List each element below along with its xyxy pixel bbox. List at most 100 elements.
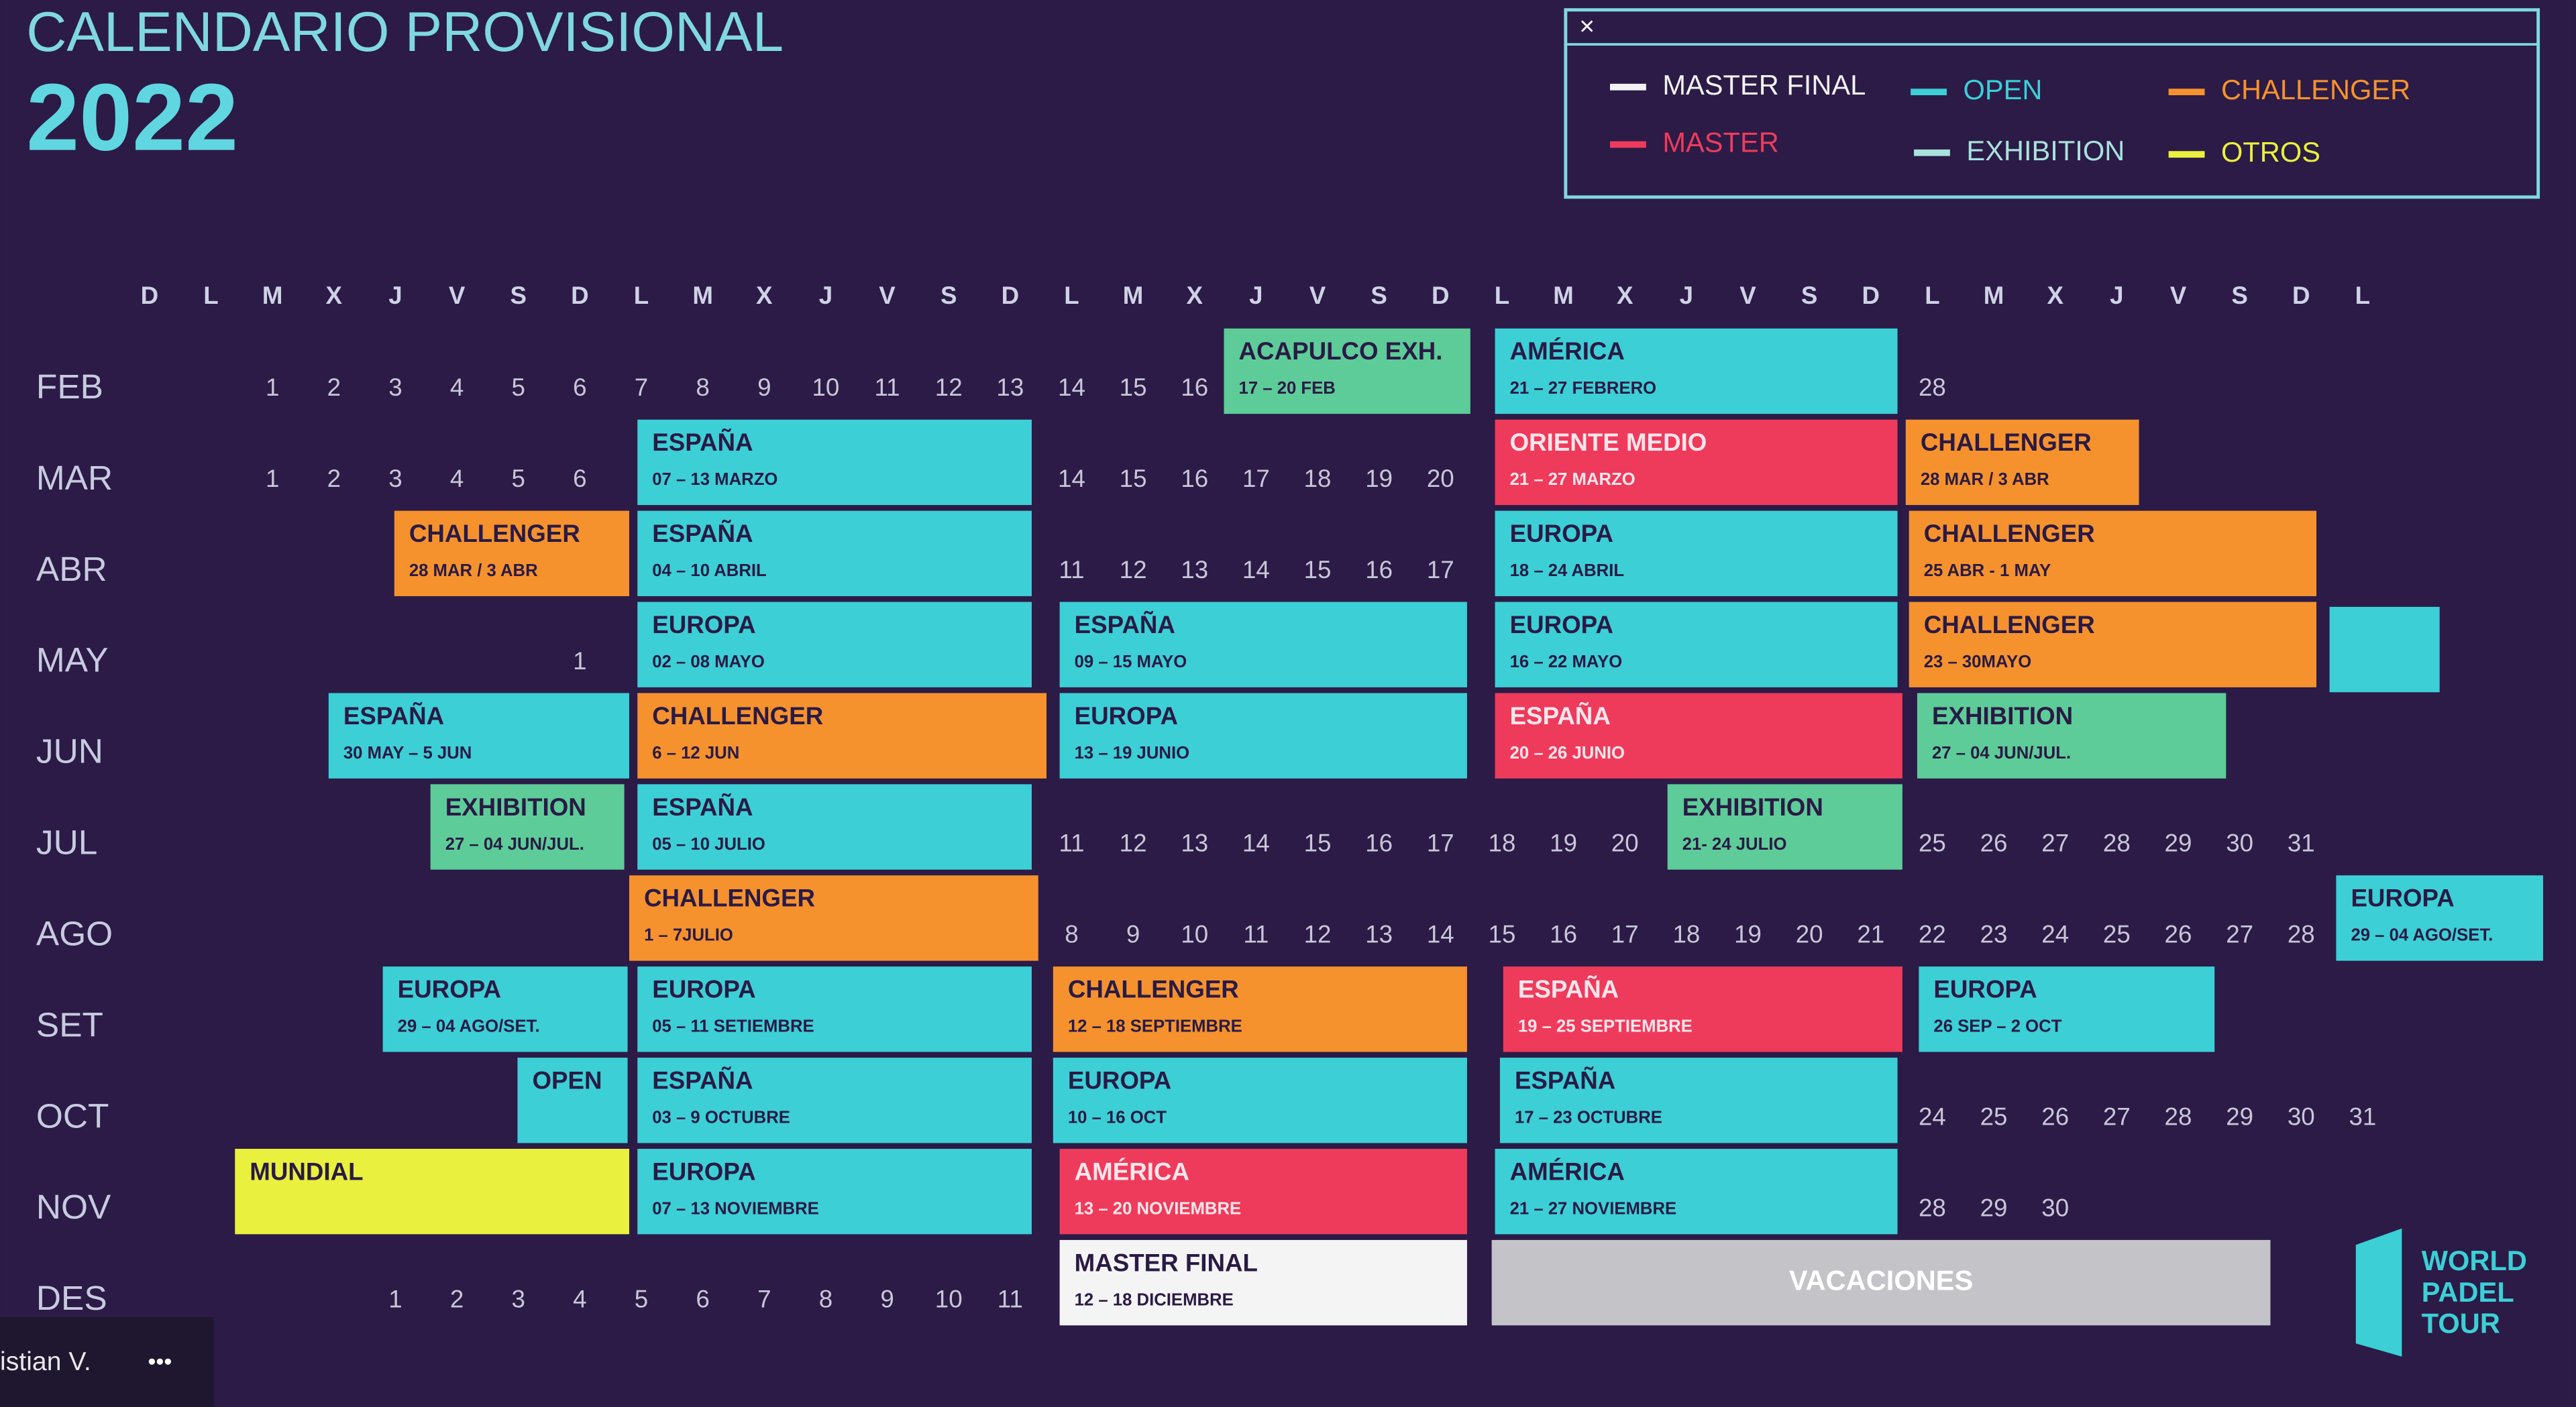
event-dates: 28 MAR / 3 ABR [1921,470,2049,489]
event-title: EUROPA [1075,702,1178,730]
event-dates: 30 MAY – 5 JUN [343,744,472,763]
weekday: L [1495,282,1509,309]
month-label: JUL [36,823,97,862]
day-number: 28 [1919,374,1946,401]
day-number: 12 [1120,830,1147,857]
weekday: S [1371,282,1387,309]
day-number: 17 [1611,921,1639,948]
event-box [1667,784,1902,870]
day-number: 18 [1489,830,1516,857]
day-number: 29 [2165,830,2192,857]
event-box [1495,328,1898,414]
event-title: ESPAÑA [343,701,444,730]
day-number: 15 [1120,374,1147,401]
event-title: ESPAÑA [1515,1066,1615,1094]
event-box [637,1058,1032,1143]
day-number: 18 [1304,465,1332,492]
event-dates: 07 – 13 NOVIEMBRE [652,1199,819,1218]
event-box [637,510,1032,596]
day-number: 15 [1304,556,1332,583]
event-title: EUROPA [1510,611,1613,638]
weekday: L [1064,282,1079,309]
day-number: 14 [1058,374,1085,401]
event-box [1503,966,1902,1052]
weekday: S [941,282,957,309]
weekday: L [1925,282,1939,309]
event-title: ORIENTE MEDIO [1510,429,1707,456]
day-number: 6 [696,1285,709,1312]
event-dates: 12 – 18 DICIEMBRE [1075,1290,1234,1309]
day-number: 3 [388,374,402,401]
day-number: 31 [2288,830,2315,857]
day-number: 29 [1980,1194,2008,1221]
month-label: MAY [36,640,109,679]
event-box [235,1149,629,1235]
day-number: 10 [935,1285,963,1312]
event-box [629,875,1038,961]
day-number: 6 [573,465,586,492]
event-title: ESPAÑA [652,428,753,456]
close-button[interactable]: × [1579,12,1595,41]
event-box [1919,966,2215,1052]
day-number: 2 [327,374,341,401]
day-number: 9 [880,1285,894,1312]
weekday: J [1680,282,1693,309]
day-number: 28 [2165,1103,2192,1130]
day-number: 18 [1672,921,1700,948]
event-title: CHALLENGER [409,520,580,547]
day-number: 1 [266,374,279,401]
day-number: 1 [266,465,279,492]
day-number: 17 [1427,556,1454,583]
event-dates: 21 – 27 FEBRERO [1510,379,1657,398]
weekday: M [692,282,713,309]
day-number: 25 [1980,1103,2008,1130]
weekday: S [2231,282,2248,309]
day-number: 19 [1365,465,1393,492]
day-number: 13 [1181,830,1208,857]
event-title: ESPAÑA [1518,975,1619,1003]
weekday: X [2047,282,2063,309]
event-dates: 17 – 23 OCTUBRE [1515,1109,1662,1127]
day-number: 20 [1427,465,1454,492]
participant-menu[interactable]: ••• [148,1349,172,1375]
title: CALENDARIO PROVISIONAL [26,1,784,63]
weekday: L [203,282,218,309]
weekday: J [388,282,402,309]
day-number: 26 [2165,921,2192,948]
event-title: AMÉRICA [1075,1158,1189,1185]
day-number: 19 [1734,921,1762,948]
event-box [637,1149,1032,1235]
weekday: S [1801,282,1818,309]
day-number: 22 [1919,921,1946,948]
day-number: 30 [2288,1103,2315,1130]
event-box [1059,602,1467,687]
event-title: OPEN [532,1067,602,1094]
event-dates: 19 – 25 SEPTIEMBRE [1518,1017,1693,1036]
day-number: 12 [1304,921,1332,948]
event-box [394,510,629,596]
event-title: ACAPULCO EXH. [1239,337,1443,365]
event-dates: 1 – 7JULIO [644,926,733,945]
day-number: 13 [996,374,1024,401]
day-number: 5 [635,1285,648,1312]
weekday: V [1309,282,1326,309]
day-number: 26 [2041,1103,2069,1130]
event-dates: 26 SEP – 2 OCT [1933,1017,2061,1036]
weekday: X [326,282,343,309]
weekday: X [756,282,773,309]
day-number: 10 [1181,921,1208,948]
day-number: 16 [1365,556,1393,583]
event-dates: 27 – 04 JUN/JUL. [1932,744,2071,763]
event-title: EXHIBITION [1682,793,1823,821]
event-title: AMÉRICA [1510,337,1625,365]
weekday: M [1553,282,1574,309]
day-number: 30 [2226,830,2253,857]
day-number: 11 [1059,830,1084,857]
weekday: L [2355,282,2370,309]
event-title: EUROPA [398,976,501,1003]
legend-label: CHALLENGER [2221,74,2410,105]
event-box [1495,602,1898,687]
event-box [1053,966,1467,1052]
day-number: 11 [998,1285,1023,1312]
